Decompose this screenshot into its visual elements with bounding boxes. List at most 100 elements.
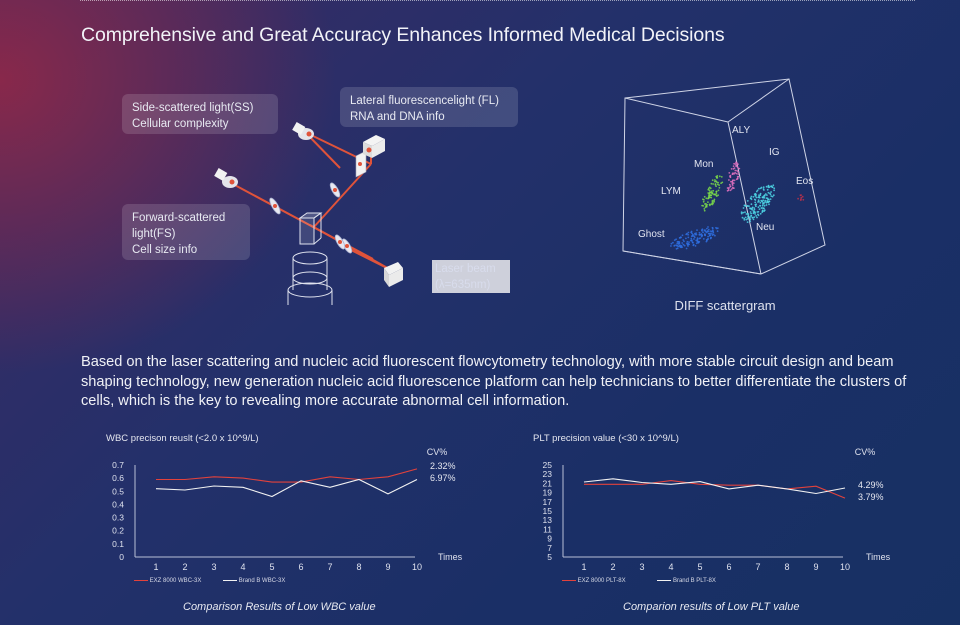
scatter-point [766, 197, 769, 200]
scatter-point [711, 227, 714, 230]
scatter-point [708, 234, 711, 237]
y-tick-label: 7 [547, 543, 552, 553]
scatter-point [766, 194, 768, 196]
scatter-point [759, 194, 762, 197]
scatter-point [687, 233, 689, 236]
scatter-point [693, 238, 695, 240]
scatter-point [767, 198, 770, 201]
scatter-point [729, 185, 732, 188]
scatter-point [742, 207, 745, 209]
cube-frame [622, 78, 826, 275]
legend-swatch-brandb [657, 579, 672, 581]
scatter-point [711, 234, 714, 237]
scatter-point [685, 247, 688, 250]
label-mon: Mon [694, 159, 713, 170]
scatter-point [754, 199, 757, 201]
series-line-brand-b [583, 478, 846, 495]
scatter-point [672, 241, 674, 244]
scatter-point [686, 240, 689, 243]
scatter-point [696, 229, 698, 232]
top-divider [80, 0, 915, 1]
scatter-point [699, 237, 702, 240]
scatter-point [762, 207, 765, 210]
series-end-label: 6.97% [430, 473, 456, 483]
scatter-point [772, 194, 775, 197]
scatter-point [761, 204, 764, 207]
scatter-point [683, 244, 686, 247]
scatter-point [710, 203, 712, 206]
scatter-point [714, 183, 717, 185]
label-ghost: Ghost [638, 229, 665, 240]
scatter-point [741, 216, 744, 219]
scatter-point [758, 195, 760, 198]
fluorescence-detector-icon [363, 135, 385, 158]
scatter-point [715, 195, 718, 197]
scatter-point [767, 191, 770, 194]
scatter-point [745, 213, 748, 215]
scatter-point [713, 200, 715, 203]
y-tick-label: 0 [119, 552, 124, 562]
x-tick-label: 4 [668, 562, 673, 572]
scatter-point [740, 211, 743, 214]
scatter-point [730, 168, 733, 170]
scatter-point [749, 220, 752, 223]
scatter-point [703, 208, 706, 210]
series-line-exz [156, 468, 418, 483]
scatter-point [732, 165, 735, 168]
scatter-point [749, 207, 752, 210]
label-aly: ALY [732, 125, 750, 136]
x-tick-label: 2 [610, 562, 615, 572]
scatter-point [694, 232, 696, 235]
scatter-point [709, 187, 712, 190]
scatter-point [755, 203, 758, 206]
scatter-point [751, 206, 754, 209]
x-tick-label: 6 [298, 562, 303, 572]
scatter-point [761, 207, 764, 209]
series-line-brand-b [155, 478, 418, 498]
x-axis-label: Times [438, 552, 463, 562]
scatter-point [700, 233, 703, 235]
plt-chart-title: PLT precision value (<30 x 10^9/L) [533, 433, 679, 444]
scatter-point [755, 215, 757, 217]
scatter-point [711, 199, 714, 202]
scatter-point [754, 213, 756, 215]
scatter-point [797, 197, 799, 200]
scatter-point [715, 185, 717, 188]
scatter-point [762, 199, 765, 202]
x-tick-label: 5 [697, 562, 702, 572]
scatter-point [750, 195, 753, 198]
scatter-point [753, 211, 755, 214]
scatter-point [673, 239, 676, 242]
scatter-point [714, 234, 716, 237]
scatter-point [711, 203, 714, 206]
scatter-point [712, 183, 714, 185]
scatter-point [731, 180, 733, 183]
y-tick-label: 0.2 [112, 526, 124, 536]
scatter-point [712, 189, 715, 192]
y-tick-label: 17 [543, 497, 553, 507]
scatter-point [705, 197, 708, 200]
scatter-point [770, 185, 773, 187]
scatter-point [728, 179, 730, 181]
scatter-point [731, 183, 734, 185]
scatter-point [749, 211, 752, 213]
y-axis-label: CV% [855, 447, 876, 457]
scatter-point [720, 176, 723, 178]
scatter-point [688, 241, 690, 244]
scatter-point [732, 179, 734, 181]
scatter-point [753, 207, 756, 210]
scatter-point [728, 172, 731, 174]
x-tick-label: 1 [153, 562, 158, 572]
scatter-point [737, 175, 740, 178]
scatter-point [767, 185, 770, 187]
scatter-point [710, 182, 713, 185]
scatter-point [756, 216, 758, 219]
scatter-point [717, 194, 719, 197]
x-tick-label: 4 [240, 562, 245, 572]
scatter-point [676, 240, 679, 243]
y-tick-label: 25 [543, 460, 553, 470]
scatter-point [771, 186, 774, 189]
wbc-caption: Comparison Results of Low WBC value [183, 601, 376, 613]
scatter-point [679, 237, 681, 239]
